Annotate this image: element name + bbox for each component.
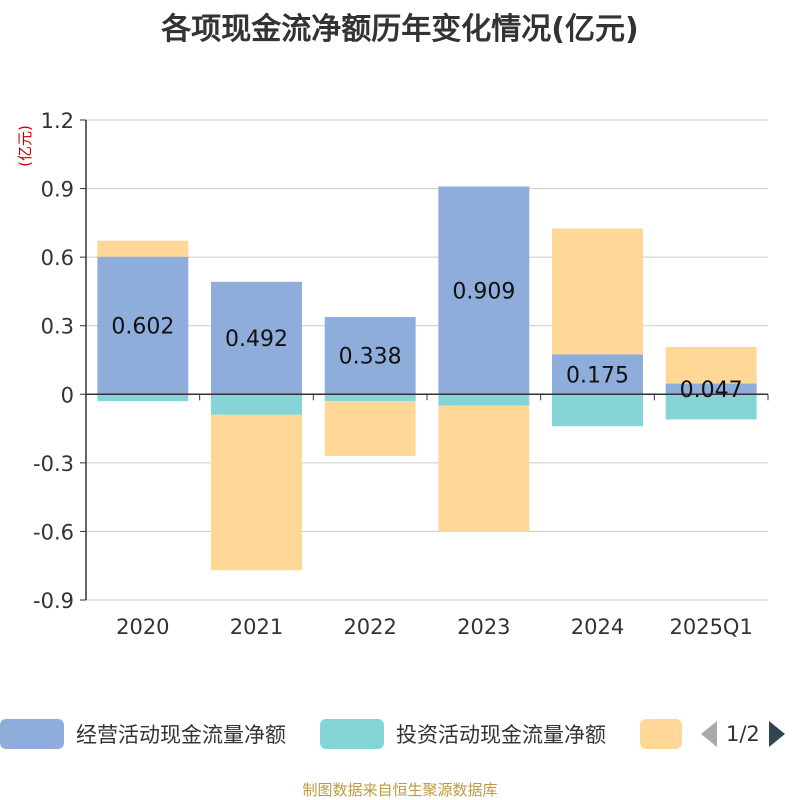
bar-series-0-2022 bbox=[324, 317, 416, 395]
legend-swatch-financing bbox=[640, 719, 682, 749]
bar-series-2-2020 bbox=[97, 240, 189, 257]
x-tick-label: 2022 bbox=[343, 615, 396, 639]
chart-title: 各项现金流净额历年变化情况(亿元) bbox=[161, 12, 639, 47]
legend-swatch-operating bbox=[0, 719, 64, 749]
bar-series-1-2025Q1 bbox=[665, 394, 757, 420]
legend-page-indicator: 1/2 bbox=[726, 722, 760, 746]
bar-series-1-2020 bbox=[97, 394, 189, 402]
bar-series-2-2024 bbox=[552, 228, 643, 355]
bar-series-0-2024 bbox=[552, 354, 643, 395]
chart: 1.2 0.9 0.6 0.3 0 -0.3 -0.6 -0.9 (亿元) 2020 2021 202… bbox=[16, 109, 769, 639]
y-tick-label: 1.2 bbox=[41, 109, 74, 133]
legend: 经营活动现金流量净额 投资活动现金流量净额 1/2 bbox=[0, 716, 800, 752]
x-tick-label: 2020 bbox=[116, 615, 169, 639]
legend-label-investing: 投资活动现金流量净额 bbox=[396, 723, 606, 747]
bar-series-2-2022 bbox=[324, 401, 416, 456]
y-tick-label: -0.6 bbox=[33, 520, 74, 544]
bar-series-1-2021 bbox=[211, 394, 302, 415]
y-tick-label: 0.3 bbox=[41, 315, 74, 339]
data-label: 0.492 bbox=[225, 327, 288, 352]
prev-page-icon[interactable] bbox=[700, 720, 718, 748]
bar-series-2-2021 bbox=[211, 414, 302, 571]
x-tick-label: 2023 bbox=[457, 615, 510, 639]
x-tick-label: 2024 bbox=[571, 615, 624, 639]
legend-label-operating: 经营活动现金流量净额 bbox=[76, 723, 286, 747]
next-page-icon[interactable] bbox=[768, 720, 786, 748]
y-tick-label: -0.9 bbox=[33, 589, 74, 613]
data-label: 0.175 bbox=[566, 363, 629, 388]
data-label: 0.338 bbox=[339, 345, 402, 370]
bar-series-2-2025Q1 bbox=[665, 346, 757, 384]
bar-series-0-2025Q1 bbox=[665, 383, 757, 395]
legend-item-operating[interactable]: 经营活动现金流量净额 bbox=[0, 716, 286, 752]
bar-series-1-2022 bbox=[324, 394, 416, 402]
bar-series-0-2023 bbox=[438, 186, 530, 395]
x-tick-label: 2021 bbox=[230, 615, 283, 639]
data-label: 0.602 bbox=[111, 314, 174, 339]
bar-series-1-2024 bbox=[552, 394, 643, 427]
x-tick-label: 2025Q1 bbox=[669, 615, 752, 639]
y-tick-label: 0 bbox=[61, 383, 74, 407]
source-footer: 制图数据来自恒生聚源数据库 bbox=[302, 781, 498, 799]
legend-item-financing[interactable] bbox=[640, 716, 682, 752]
y-tick-label: 0.9 bbox=[41, 178, 74, 202]
y-tick-label: -0.3 bbox=[33, 452, 74, 476]
y-axis-unit-label: (亿元) bbox=[16, 125, 34, 167]
bar-series-1-2023 bbox=[438, 394, 530, 406]
legend-swatch-investing bbox=[320, 719, 384, 749]
bar-series-0-2021 bbox=[211, 281, 302, 395]
bar-series-0-2020 bbox=[97, 256, 189, 395]
legend-item-investing[interactable]: 投资活动现金流量净额 bbox=[320, 716, 606, 752]
data-label: 0.909 bbox=[452, 279, 515, 304]
y-tick-label: 0.6 bbox=[41, 246, 74, 270]
bar-series-2-2023 bbox=[438, 405, 530, 532]
data-label: 0.047 bbox=[680, 378, 743, 403]
legend-pager: 1/2 bbox=[700, 716, 786, 752]
